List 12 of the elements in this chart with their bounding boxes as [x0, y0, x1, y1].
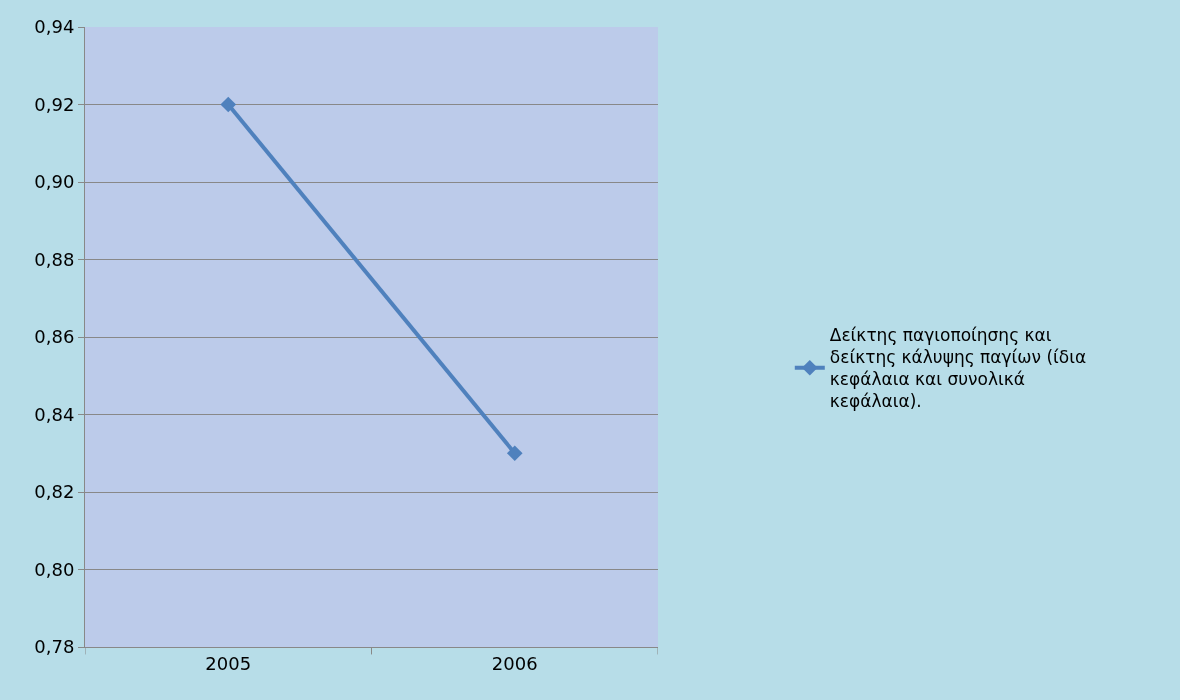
x-tick-label: 2006: [491, 652, 538, 674]
y-tick-label: 0,82: [34, 481, 75, 503]
y-tick-label: 0,90: [34, 171, 75, 193]
y-tick-label: 0,92: [34, 93, 75, 115]
y-tick-label: 0,88: [34, 248, 75, 270]
y-tick-label: 0,94: [34, 16, 75, 38]
y-tick-label: 0,84: [34, 403, 75, 425]
y-tick-label: 0,80: [34, 558, 75, 580]
y-tick-label: 0,86: [34, 326, 75, 348]
y-tick-label: 0,78: [34, 636, 75, 658]
legend-label: Δείκτης παγιοποίησης και δείκτης κάλυψης παγίων (ίδια κεφάλαια και συνολικά κεφάλαια).: [829, 325, 1087, 412]
x-tick-label: 2005: [205, 652, 252, 674]
